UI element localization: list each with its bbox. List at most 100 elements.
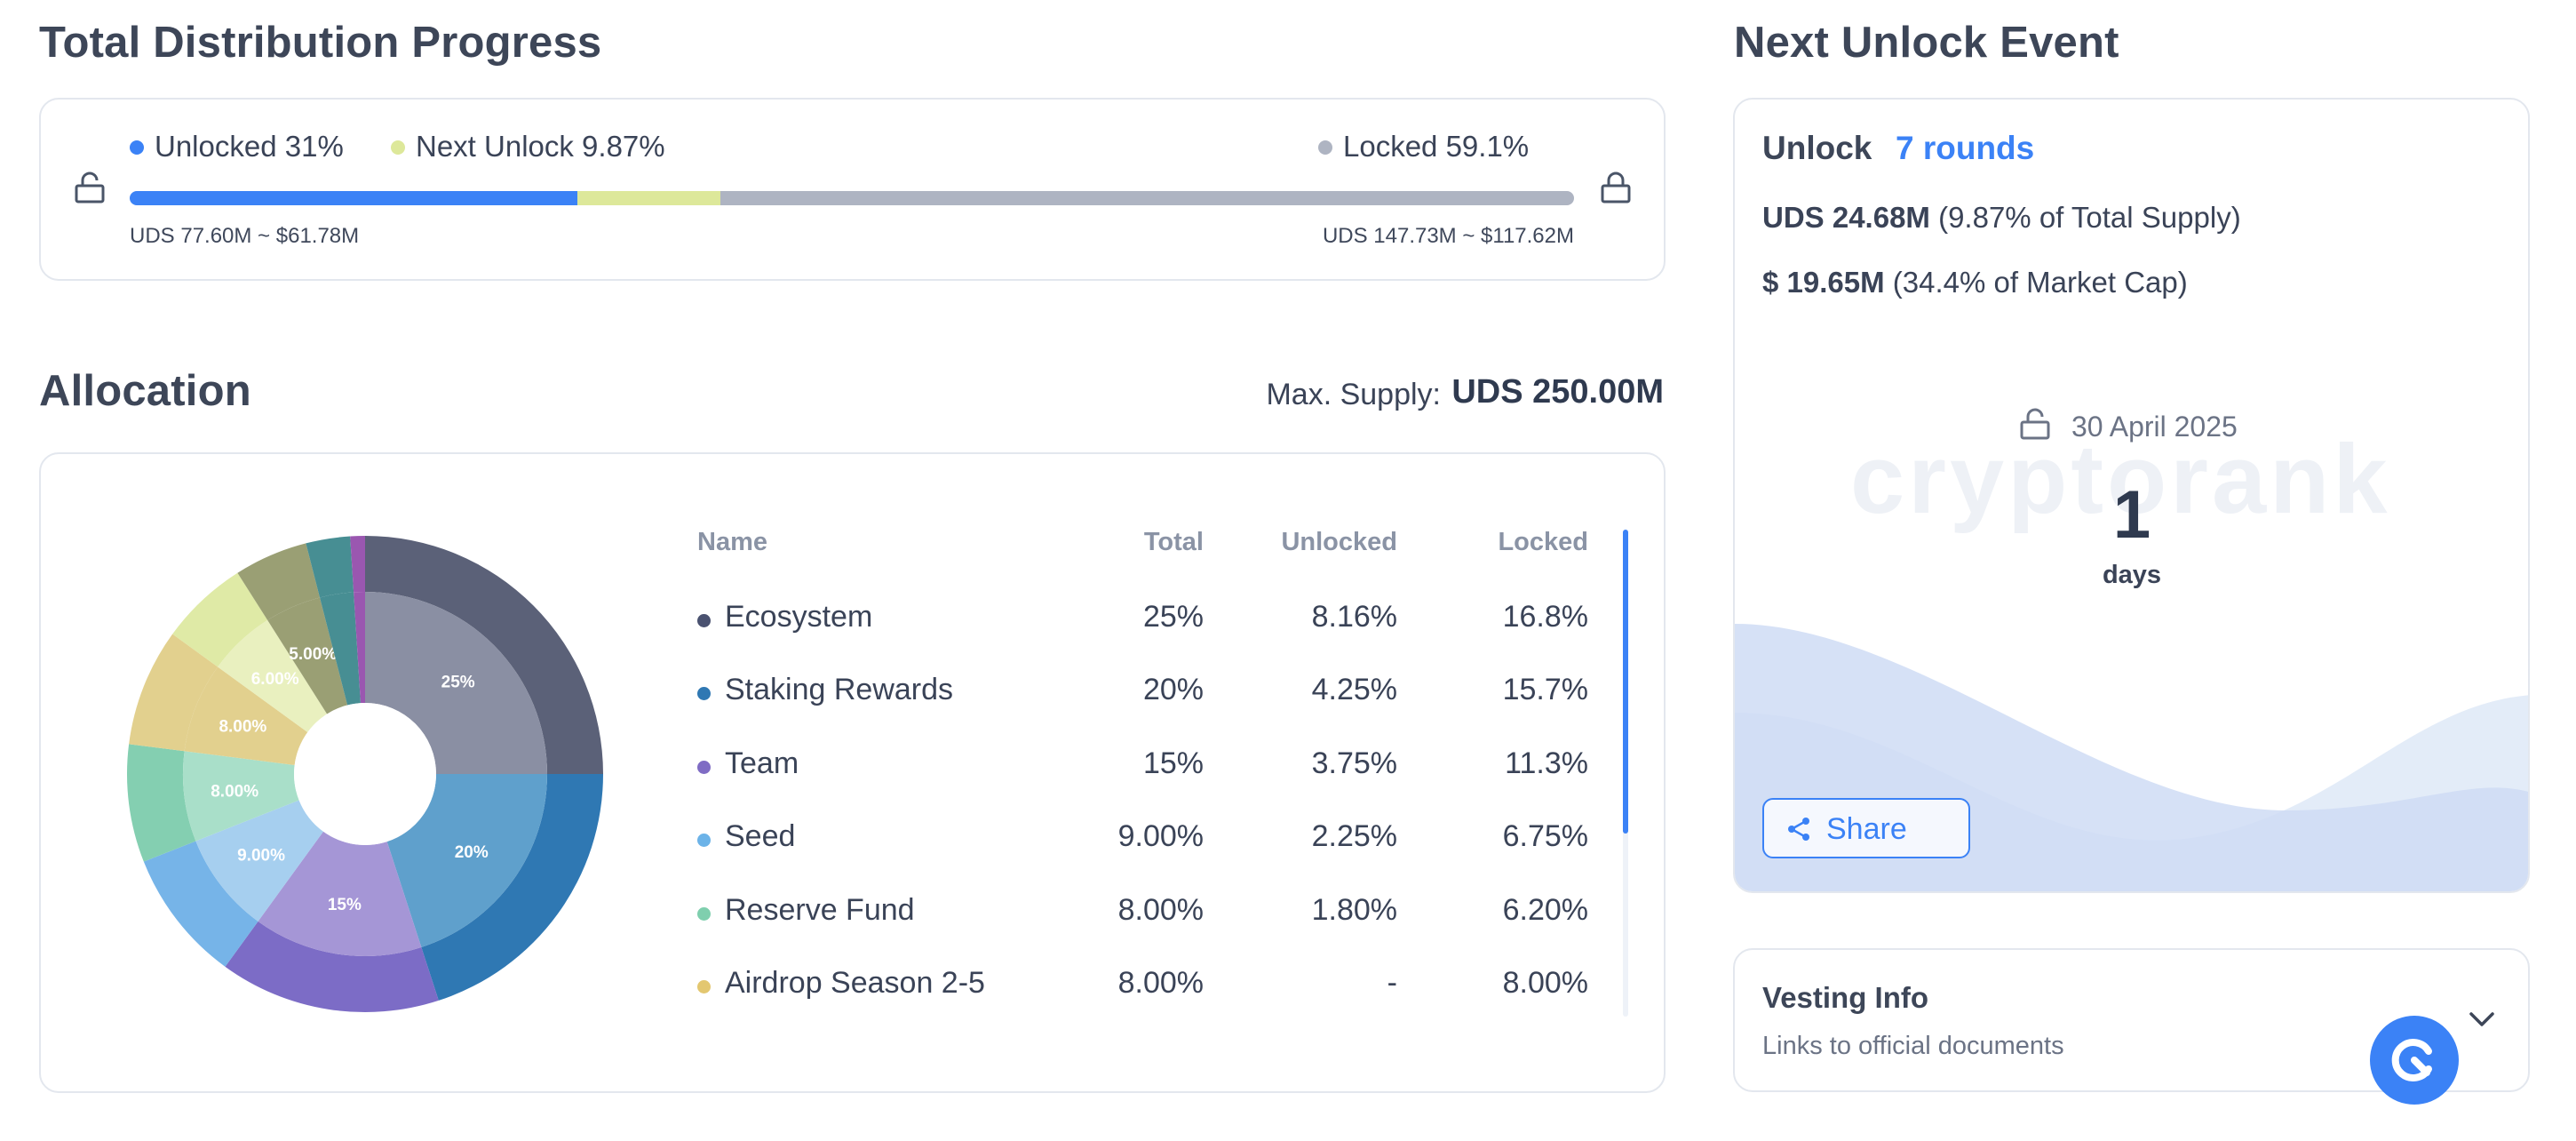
row-name: Ecosystem [725,600,873,634]
rounds-link[interactable]: 7 rounds [1896,130,2035,166]
pie-slice-outer[interactable] [127,744,196,862]
pie-slice-label: 25% [441,673,475,691]
col-header-name: Name [697,528,767,556]
watermark: cryptorank [1850,425,2391,534]
vesting-info-subtitle: Links to official documents [1762,1032,2064,1060]
pie-slice-outer[interactable] [225,921,439,1012]
locked-progress-bar [720,191,1574,205]
pie-slice-outer[interactable] [365,536,603,774]
row-color-dot [697,906,711,921]
distribution-title: Total Distribution Progress [39,19,602,67]
next-unlock-legend-dot [391,140,405,155]
unlock-label: Unlock [1762,130,1872,166]
unlock-date: 30 April 2025 [2071,411,2238,443]
locked-amount: UDS 147.73M ~ $117.62M [1322,224,1574,248]
pie-slice-inner[interactable] [365,592,547,774]
row-locked: 8.00% [1502,966,1588,1000]
unlocked-legend-dot [130,140,144,155]
row-name: Team [725,746,799,780]
locked-legend-label: Locked 59.1% [1343,130,1530,163]
pie-slice-inner[interactable] [386,774,547,947]
row-unlocked: 2.25% [1311,819,1397,854]
row-total: 8.00% [1117,892,1204,927]
chevron-down-icon[interactable] [2468,1009,2496,1029]
row-name: Airdrop Season 2-5 [725,966,985,1000]
pie-slice-outer[interactable] [421,774,603,1001]
pie-slice-label: 20% [455,843,489,862]
countdown-days-count: 1 [2112,477,2151,553]
col-header-total: Total [1143,528,1204,556]
row-total: 15% [1142,746,1204,780]
pie-slice-inner[interactable] [354,592,365,704]
row-color-dot [697,980,711,993]
countdown-days-label: days [2102,561,2162,589]
cap-note: (34.4% of Market Cap) [1892,266,2188,299]
row-color-dot [697,687,711,701]
pie-slice-label: 8.00% [219,718,266,737]
supply-line: UDS 24.68M (9.87% of Total Supply) [1762,201,2241,235]
pie-slice-inner[interactable] [195,800,323,922]
row-color-dot [697,834,711,848]
pie-slice-outer[interactable] [129,634,219,752]
pie-slice-inner[interactable] [258,831,422,956]
distribution-card [39,98,1666,281]
unlocked-progress-bar [130,191,578,205]
allocation-pie-chart: 25% 20% 15% 9.00% 8.00% 8.00% 6.00% 5.00% [127,536,603,1012]
cryptorank-logo-icon [2391,1039,2432,1081]
row-locked: 16.8% [1502,600,1588,634]
pie-slice-label: 5.00% [289,645,337,664]
max-supply-label: Max. Supply: [1266,378,1441,411]
row-name: Staking Rewards [725,673,954,707]
pie-slice-label: 6.00% [251,670,299,689]
row-locked: 11.3% [1505,746,1588,780]
row-total: 20% [1142,673,1204,707]
share-button-label: Share [1826,812,1907,846]
row-total: 8.00% [1117,966,1204,1000]
pie-slice-outer[interactable] [306,536,354,598]
row-locked: 15.7% [1502,673,1588,707]
next-unlock-legend-label: Next Unlock 9.87% [416,130,665,163]
pie-slice-inner[interactable] [320,592,361,706]
pie-slice-inner[interactable] [184,666,308,765]
vesting-info-title: Vesting Info [1762,981,1929,1014]
row-locked: 6.20% [1502,892,1588,927]
supply-note: (9.87% of Total Supply) [1938,201,2241,234]
next-unlock-progress-bar [577,191,720,205]
pie-slice-outer[interactable] [350,536,365,593]
pie-slice-outer[interactable] [172,572,268,667]
share-icon [1788,818,1809,841]
pie-slice-inner[interactable] [182,751,299,842]
row-unlocked: - [1387,966,1397,1000]
col-header-locked: Locked [1498,528,1588,556]
row-name: Reserve Fund [725,892,915,927]
share-button[interactable]: Share [1762,798,1970,858]
max-supply-value: UDS 250.00M [1451,373,1664,411]
col-header-unlocked: Unlocked [1281,528,1397,556]
unlocked-amount: UDS 77.60M ~ $61.78M [130,224,360,248]
support-chat-button[interactable] [2370,1016,2459,1105]
locked-legend-dot [1318,140,1332,155]
cap-amount: $ 19.65M [1762,266,1885,299]
supply-amount: UDS 24.68M [1762,201,1930,234]
market-cap-line: $ 19.65M (34.4% of Market Cap) [1762,266,2188,299]
pie-slice-label: 15% [328,896,362,914]
row-total: 25% [1142,600,1204,634]
unlock-date-lock-icon [2020,408,2050,440]
row-total: 9.00% [1117,819,1204,854]
row-color-dot [697,614,711,627]
row-unlocked: 1.80% [1311,892,1397,927]
table-scrollbar-thumb[interactable] [1623,530,1628,834]
allocation-title: Allocation [39,367,251,415]
row-locked: 6.75% [1502,819,1588,854]
pie-slice-inner[interactable] [218,619,328,732]
pie-slice-outer[interactable] [143,841,258,967]
next-unlock-title: Next Unlock Event [1734,19,2119,67]
unlocked-lock-icon [75,172,105,203]
row-unlocked: 8.16% [1311,600,1397,634]
pie-slice-label: 8.00% [211,783,258,802]
locked-lock-icon [1601,172,1631,203]
row-unlocked: 4.25% [1311,673,1397,707]
pie-slice-outer[interactable] [237,543,321,620]
pie-slice-inner[interactable] [267,597,348,714]
pie-slice-label: 9.00% [237,847,285,866]
